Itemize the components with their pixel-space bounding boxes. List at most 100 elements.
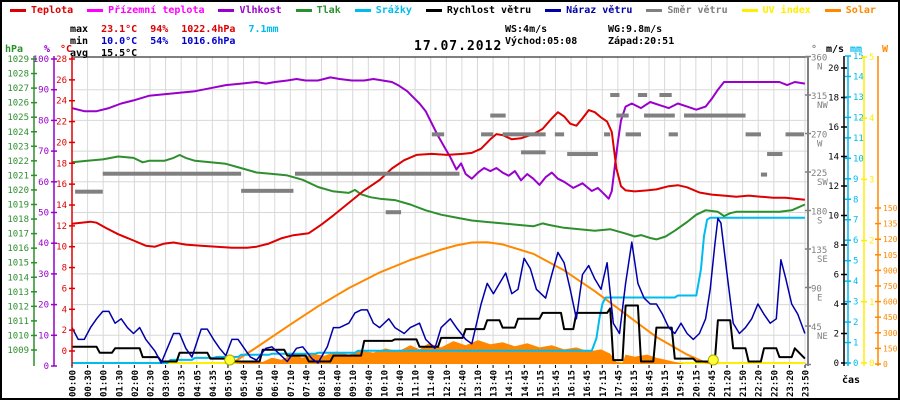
svg-text:N: N bbox=[817, 63, 822, 73]
svg-text:315: 315 bbox=[811, 92, 827, 102]
svg-text:20:15: 20:15 bbox=[692, 370, 702, 397]
svg-text:8: 8 bbox=[62, 264, 67, 274]
svg-text:2: 2 bbox=[62, 326, 67, 336]
svg-text:13: 13 bbox=[853, 93, 864, 103]
svg-text:8: 8 bbox=[834, 241, 839, 251]
svg-text:4: 4 bbox=[62, 305, 67, 315]
svg-text:0: 0 bbox=[834, 359, 839, 369]
legend-label: Vlhkost bbox=[239, 5, 282, 16]
svg-text:90: 90 bbox=[38, 86, 49, 96]
svg-text:750: 750 bbox=[883, 282, 898, 291]
svg-text:20:45: 20:45 bbox=[708, 370, 718, 397]
svg-text:00:00: 00:00 bbox=[69, 370, 79, 397]
svg-text:100: 100 bbox=[33, 55, 49, 65]
svg-text:16: 16 bbox=[56, 180, 67, 190]
legend-item-8: Směr větru bbox=[646, 5, 728, 16]
svg-text:hPa: hPa bbox=[5, 44, 23, 55]
stat-sunset: Západ:20:51 bbox=[608, 36, 675, 47]
svg-text:0: 0 bbox=[869, 359, 874, 369]
svg-text:00:30: 00:30 bbox=[84, 370, 94, 397]
svg-text:1350: 1350 bbox=[883, 220, 898, 229]
svg-text:270: 270 bbox=[811, 131, 827, 141]
legend-swatch bbox=[354, 9, 371, 12]
svg-text:1500: 1500 bbox=[883, 204, 898, 213]
svg-text:19:45: 19:45 bbox=[677, 370, 687, 397]
svg-text:12: 12 bbox=[828, 182, 839, 192]
legend-label: Rychlost větru bbox=[446, 5, 532, 16]
svg-text:15:15: 15:15 bbox=[536, 370, 546, 397]
svg-text:15: 15 bbox=[853, 52, 864, 62]
svg-text:50: 50 bbox=[38, 209, 49, 219]
legend-swatch bbox=[741, 9, 758, 12]
svg-text:45: 45 bbox=[811, 323, 822, 333]
svg-text:4: 4 bbox=[869, 114, 874, 124]
svg-text:W: W bbox=[817, 140, 823, 150]
svg-text:03:00: 03:00 bbox=[162, 370, 172, 397]
svg-text:14: 14 bbox=[853, 72, 864, 82]
svg-text:360: 360 bbox=[811, 54, 827, 64]
svg-text:13:10: 13:10 bbox=[474, 370, 484, 397]
svg-text:1027: 1027 bbox=[7, 84, 29, 94]
svg-text:12:10: 12:10 bbox=[443, 370, 453, 397]
svg-text:10: 10 bbox=[56, 243, 67, 253]
svg-text:1: 1 bbox=[853, 339, 858, 349]
svg-text:10:40: 10:40 bbox=[396, 370, 406, 397]
stat-avg-label: avg bbox=[70, 48, 89, 59]
legend-item-7: Náraz větru bbox=[545, 5, 632, 16]
svg-text:20: 20 bbox=[38, 301, 49, 311]
svg-text:18:15: 18:15 bbox=[630, 370, 640, 397]
svg-text:9: 9 bbox=[853, 175, 858, 185]
svg-text:150: 150 bbox=[883, 344, 898, 353]
svg-text:1018: 1018 bbox=[7, 215, 29, 225]
svg-text:12: 12 bbox=[56, 222, 67, 232]
legend-label: Solar bbox=[845, 5, 876, 16]
svg-text:300: 300 bbox=[883, 329, 898, 338]
svg-text:90: 90 bbox=[811, 285, 822, 295]
svg-text:22:50: 22:50 bbox=[770, 370, 780, 397]
svg-text:10: 10 bbox=[853, 154, 864, 164]
stat-avg-temp: 15.5°C bbox=[101, 48, 138, 59]
svg-text:18: 18 bbox=[56, 159, 67, 169]
svg-text:2: 2 bbox=[834, 330, 839, 340]
svg-text:12:40: 12:40 bbox=[458, 370, 468, 397]
svg-text:0: 0 bbox=[883, 360, 888, 369]
svg-text:06:40: 06:40 bbox=[271, 370, 281, 397]
svg-text:21:50: 21:50 bbox=[739, 370, 749, 397]
svg-text:10: 10 bbox=[38, 331, 49, 341]
legend-swatch bbox=[824, 9, 841, 12]
svg-text:14:15: 14:15 bbox=[505, 370, 515, 397]
legend-label: Srážky bbox=[375, 5, 412, 16]
svg-text:5: 5 bbox=[869, 53, 874, 63]
svg-text:2: 2 bbox=[853, 318, 858, 328]
svg-text:SW: SW bbox=[817, 178, 828, 188]
stat-min-temp: 10.0°C bbox=[101, 36, 138, 47]
svg-text:10: 10 bbox=[828, 212, 839, 222]
svg-text:16:15: 16:15 bbox=[568, 370, 578, 397]
svg-text:14: 14 bbox=[828, 153, 839, 163]
svg-text:11:40: 11:40 bbox=[427, 370, 437, 397]
svg-text:NE: NE bbox=[817, 332, 828, 342]
svg-text:450: 450 bbox=[883, 313, 898, 322]
legend-item-3: Vlhkost bbox=[218, 5, 282, 16]
stat-min-pressure: 1016.6hPa bbox=[181, 36, 236, 47]
svg-text:02:30: 02:30 bbox=[146, 370, 156, 397]
svg-text:m/s: m/s bbox=[826, 44, 844, 55]
svg-text:135: 135 bbox=[811, 246, 827, 256]
svg-text:4: 4 bbox=[834, 300, 839, 310]
svg-text:09:40: 09:40 bbox=[365, 370, 375, 397]
legend-item-4: Tlak bbox=[295, 5, 341, 16]
svg-text:23:50: 23:50 bbox=[802, 370, 812, 397]
svg-text:1028: 1028 bbox=[7, 70, 29, 80]
svg-text:08:40: 08:40 bbox=[334, 370, 344, 397]
svg-text:čas: čas bbox=[842, 374, 860, 386]
stat-max-humidity: 94% bbox=[150, 24, 169, 35]
svg-text:14: 14 bbox=[56, 201, 67, 211]
svg-text:15:45: 15:45 bbox=[552, 370, 562, 397]
legend-label: Tlak bbox=[316, 5, 341, 16]
svg-text:8: 8 bbox=[853, 195, 858, 205]
svg-text:225: 225 bbox=[811, 169, 827, 179]
stats-avg-row: avg 15.5°C bbox=[70, 48, 150, 59]
svg-text:3: 3 bbox=[853, 298, 858, 308]
svg-text:14:45: 14:45 bbox=[521, 370, 531, 397]
